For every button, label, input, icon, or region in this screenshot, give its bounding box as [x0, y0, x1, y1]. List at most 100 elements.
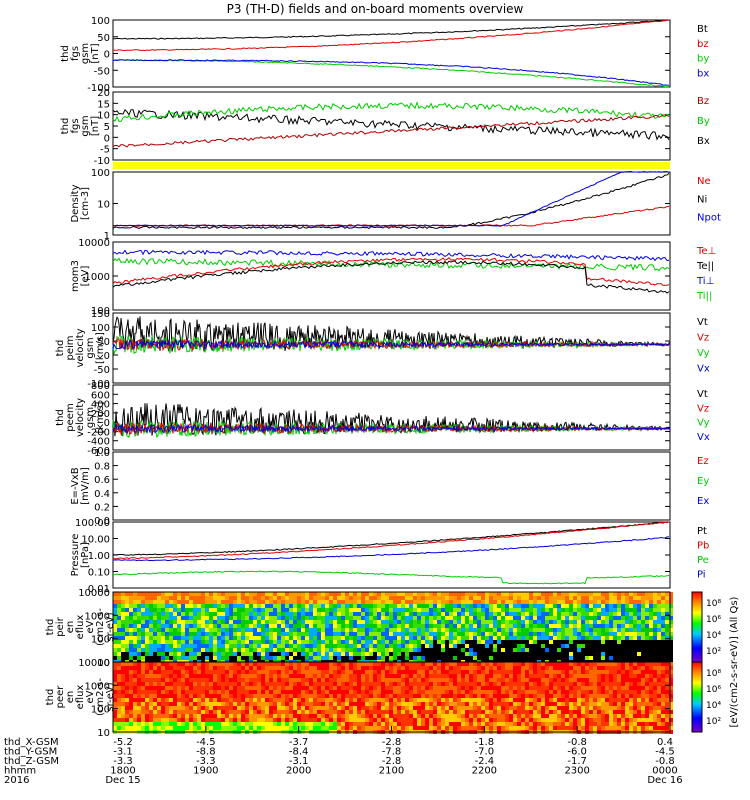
y-tick-label: 600 [91, 390, 110, 401]
y-axis-label: sr-eV) [105, 612, 116, 641]
x-tick-label: 1800 [110, 766, 135, 777]
legend-entry: Pi [697, 570, 706, 581]
series-Pb [112, 521, 670, 560]
legend-entry: Pt [697, 526, 707, 537]
x-tick-label: -6.0 [567, 747, 587, 758]
legend-entry: Vz [697, 333, 709, 344]
x-axis-row-name: thd_X-GSM [4, 737, 59, 748]
colorbar-tick: 10² [706, 717, 721, 727]
colorbar: 10⁸ 10⁶ 10⁴ 10² 10⁸ 10⁶ 10⁴ 10² [eV/(cm2-s-sr-eV… [691, 591, 740, 733]
x-axis: thd_X-GSM -5.2 -4.5 -3.7 -2.8 -1.8 -0.8 0.4 thd_… [4, 726, 683, 786]
y-axis-label: [nPa] [80, 542, 91, 568]
y-axis-label: gsm [85, 407, 96, 428]
series-bx [112, 59, 670, 86]
x-tick-label: 0000 [652, 766, 677, 777]
y-tick-label: -600 [87, 446, 110, 457]
y-tick-label: 1.0 [94, 448, 110, 459]
legend-entry: Bz [697, 96, 709, 107]
y-axis-label: [cm-3] [80, 187, 91, 220]
y-axis-label: eV [85, 620, 96, 633]
y-tick-label: 20 [97, 88, 110, 99]
legend-entry: Npot [697, 213, 721, 224]
y-axis-label: [nT] [90, 116, 101, 136]
legend-entry: Ni [697, 194, 707, 205]
x-tick-label: -2.8 [382, 756, 402, 767]
y-tick-label: 10000 [78, 238, 110, 249]
legend-entry: Ez [697, 456, 709, 467]
x-axis-row-name: 2016 [4, 775, 29, 786]
colorbar-tick: 10⁶ [706, 685, 721, 695]
series-Npot [112, 170, 670, 227]
legend-entry: Vx [697, 432, 710, 443]
legend-entry: Vt [697, 389, 708, 400]
legend-entry: Te|| [696, 261, 714, 272]
y-tick-label: 150 [91, 309, 110, 320]
x-tick-label: -7.0 [475, 747, 495, 758]
y-axis-label: fgs [70, 118, 81, 133]
y-axis-label: fgs [70, 46, 81, 61]
legend-entry: Pe [697, 555, 709, 566]
x-tick-label: 0.4 [657, 737, 673, 748]
y-tick-label: 1000 [85, 272, 110, 283]
y-axis-label: gsm [80, 115, 91, 136]
y-tick-label: 100.00 [75, 518, 110, 529]
legend-entry: Bt [697, 24, 708, 35]
series-Ti-perp [112, 249, 670, 262]
y-tick-label: 50 [97, 33, 110, 44]
y-axis-label: eV [85, 690, 96, 703]
y-tick-label: 10000 [78, 588, 110, 599]
series-Vx [112, 338, 671, 350]
series-Te-perp [112, 256, 670, 286]
legend-entry: bx [697, 68, 709, 79]
y-axis-label: gsm [80, 43, 91, 64]
x-tick-label: 2300 [564, 766, 589, 777]
panel-p7: 1.0 0.8 0.6 0.4 0.2 0.0 E=-VxB [mV/m] Ez Ey Ex [70, 448, 709, 527]
x-tick-label: -0.8 [655, 756, 675, 767]
y-axis-label: (cm2-s- [95, 608, 106, 646]
y-tick-label: 0.6 [94, 475, 110, 486]
y-tick-label: 10 [97, 728, 110, 739]
x-tick-label: 1900 [193, 766, 218, 777]
series-Vt [112, 403, 671, 437]
series-Pe [112, 570, 670, 585]
x-tick-label: -3.3 [113, 756, 133, 767]
x-axis-row-name: hhmm [4, 766, 36, 777]
y-axis-label: eflux [75, 615, 86, 640]
y-tick-label: 0.01 [88, 584, 110, 595]
y-axis-label: mom3 [70, 260, 81, 292]
x-tick-label: -0.8 [567, 737, 587, 748]
legend-entry: Bx [697, 136, 710, 147]
legend-entry: Ex [697, 496, 709, 507]
y-tick-label: -10 [94, 156, 110, 167]
y-tick-label: 1000 [85, 681, 110, 692]
y-tick-label: 50 [97, 337, 110, 348]
y-axis-label: en [65, 691, 76, 704]
y-tick-label: 0.10 [88, 568, 110, 579]
y-tick-label: 100 [91, 705, 110, 716]
y-tick-label: -200 [87, 427, 110, 438]
panel-p10: 10000 1000 100 10 thd peer en eflux eV (cm2-s-sr-… [45, 658, 673, 739]
y-tick-label: 800 [91, 381, 110, 392]
x-tick-label: -8.8 [196, 747, 216, 758]
y-axis-label: thd [45, 619, 56, 636]
x-axis-row-name: thd_Y-GSM [4, 747, 57, 758]
y-axis-label: [eV] [80, 266, 91, 287]
y-axis-label: Density [70, 184, 81, 222]
y-tick-label: -50 [94, 365, 110, 376]
y-tick-label: -50 [94, 66, 110, 77]
y-tick-label: 100 [91, 306, 110, 317]
y-axis-label: sr-eV) [105, 682, 116, 711]
legend-entry: Ti|| [696, 291, 712, 302]
y-tick-label: 200 [91, 409, 110, 420]
series-Ne [112, 205, 670, 227]
series-Pi [112, 536, 670, 562]
y-axis-label: thd [55, 409, 66, 426]
status-bar [113, 162, 670, 169]
colorbar-tick: 10² [706, 647, 721, 657]
y-axis-label: velocity [75, 398, 86, 437]
x-axis-row-name: thd_Z-GSM [4, 756, 59, 767]
series-Bx [112, 108, 670, 141]
y-axis-label: E=-VxB [70, 467, 81, 504]
legend-entry: Pb [697, 541, 709, 552]
